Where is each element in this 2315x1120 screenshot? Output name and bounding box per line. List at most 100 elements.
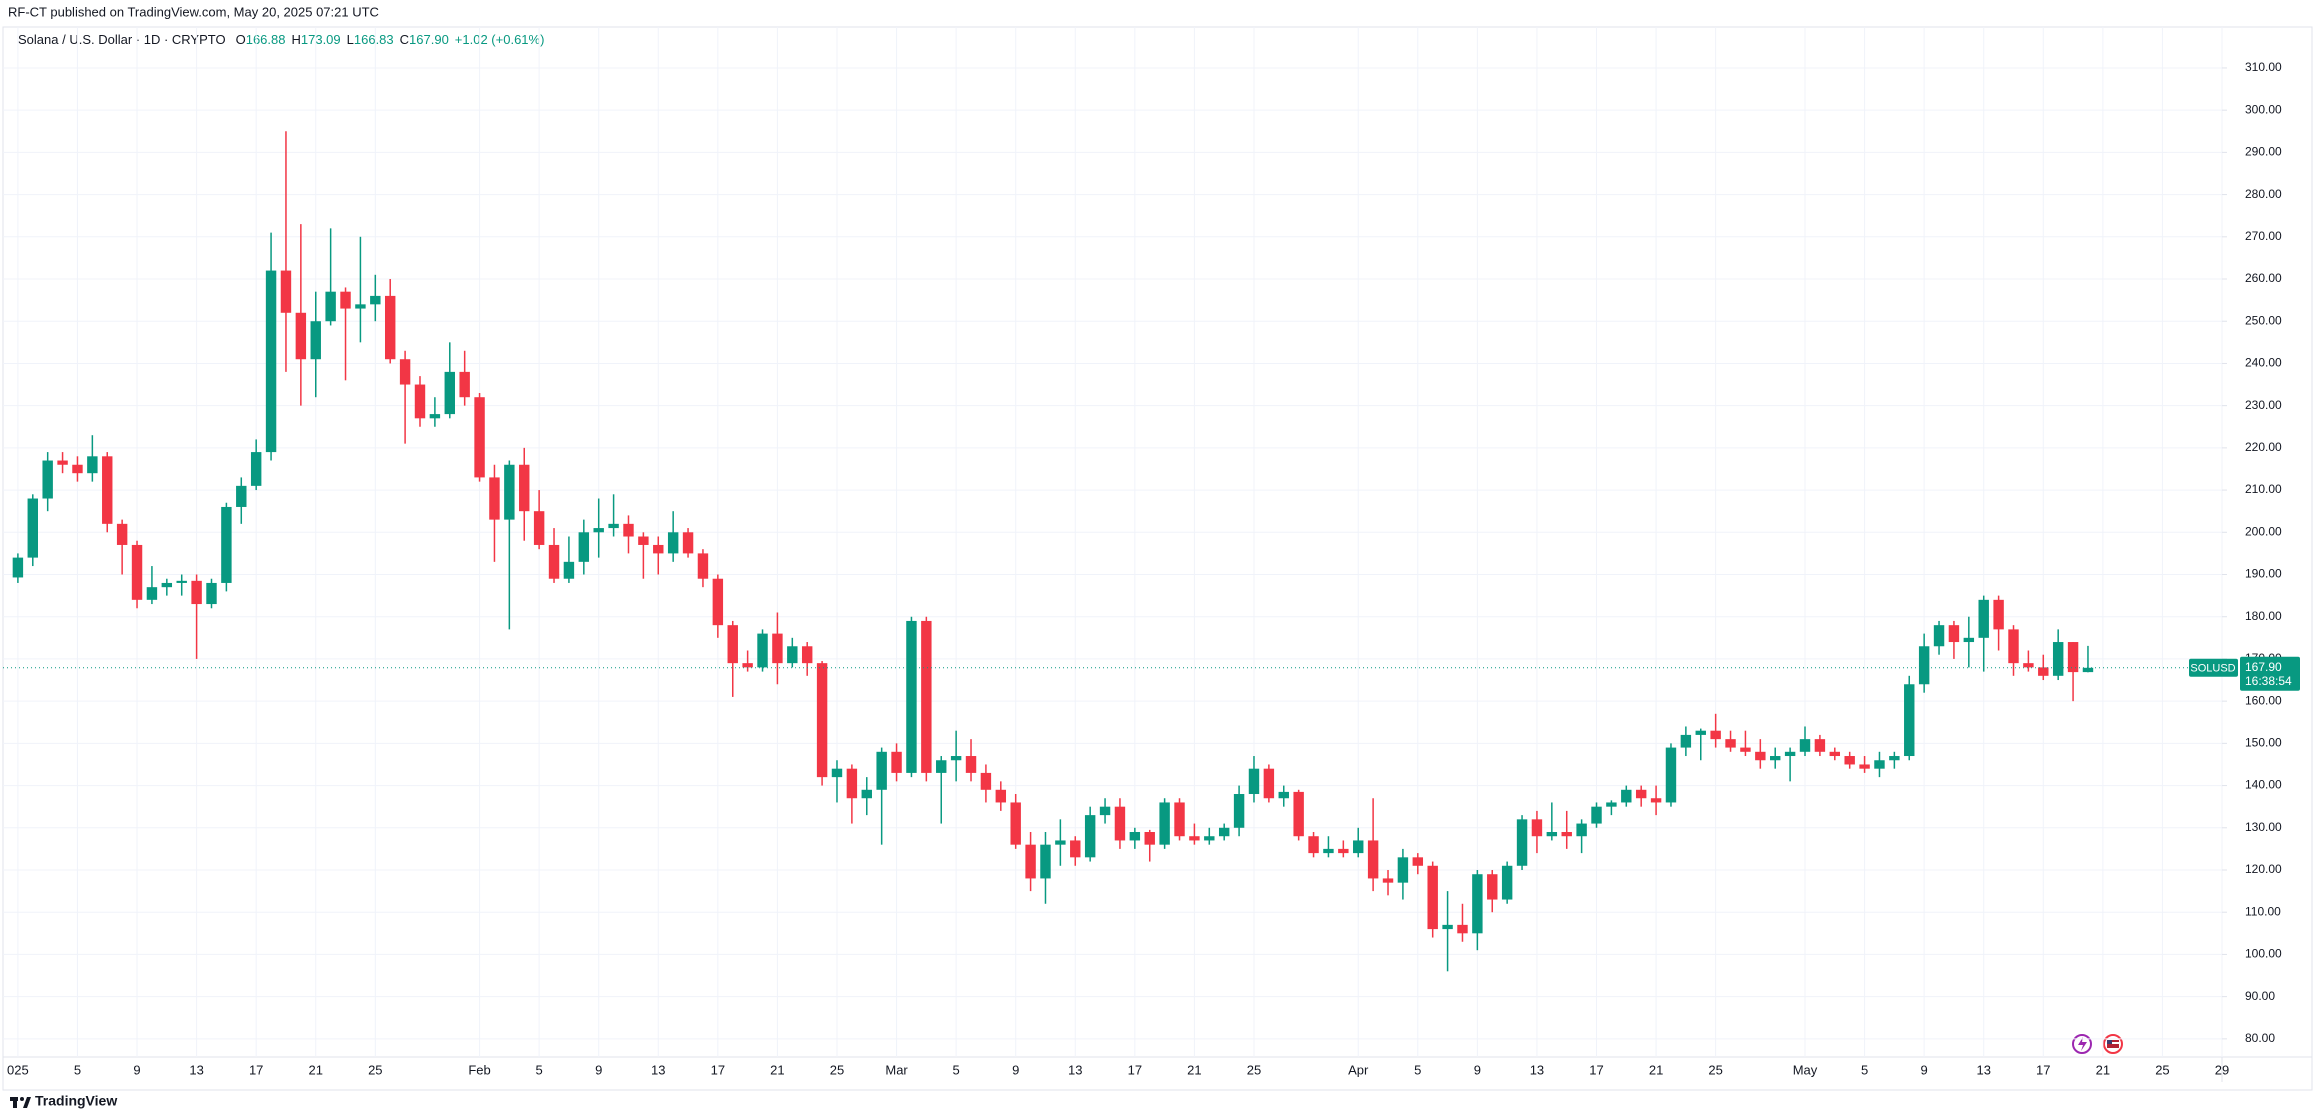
x-tick-label: Feb bbox=[468, 1062, 490, 1077]
candle-body bbox=[42, 460, 53, 499]
candle-body bbox=[1129, 832, 1141, 841]
candle-body bbox=[384, 295, 396, 360]
y-tick-label: 240.00 bbox=[2245, 356, 2282, 370]
logo-part bbox=[13, 1097, 17, 1108]
event-icon-glyph bbox=[2078, 1037, 2087, 1051]
x-tick-label: 5 bbox=[1861, 1062, 1868, 1077]
candle-body bbox=[950, 756, 962, 761]
candle-body bbox=[1829, 751, 1841, 757]
candle-body bbox=[1218, 827, 1230, 837]
candle-body bbox=[1427, 865, 1438, 930]
x-tick-label: 9 bbox=[1474, 1062, 1481, 1077]
candle-body bbox=[1293, 791, 1304, 837]
legend-value: 166.88 bbox=[246, 32, 286, 47]
candle-body bbox=[861, 789, 872, 799]
legend-value: +1.02 (+0.61%) bbox=[455, 32, 545, 47]
candle-body bbox=[116, 523, 128, 545]
candle-body bbox=[1010, 802, 1021, 845]
x-tick-label: 13 bbox=[1530, 1062, 1544, 1077]
candle-body bbox=[221, 506, 232, 583]
x-tick-label: 5 bbox=[1414, 1062, 1421, 1077]
candle-body bbox=[578, 532, 590, 562]
candle-body bbox=[1546, 832, 1558, 837]
x-tick-label: 17 bbox=[1128, 1062, 1142, 1077]
y-tick-label: 90.00 bbox=[2245, 989, 2275, 1003]
candle-body bbox=[1933, 625, 1945, 647]
candles bbox=[12, 131, 2094, 972]
event-icons bbox=[2072, 1034, 2123, 1054]
candle-body bbox=[206, 582, 217, 605]
y-tick-label: 280.00 bbox=[2245, 187, 2282, 201]
candle-body bbox=[548, 544, 560, 579]
candle-body bbox=[1978, 599, 1989, 638]
event-icon-glyph bbox=[2107, 1040, 2112, 1044]
candle-body bbox=[1487, 874, 1498, 900]
candle-body bbox=[1040, 844, 1051, 879]
candle-body bbox=[2023, 663, 2034, 668]
candle-body bbox=[236, 485, 247, 507]
candle-body bbox=[295, 312, 307, 360]
legend-value: 166.83 bbox=[354, 32, 394, 47]
candle-body bbox=[87, 456, 98, 474]
candle-body bbox=[176, 580, 187, 583]
x-tick-label: 5 bbox=[536, 1062, 543, 1077]
x-tick-label: 25 bbox=[368, 1062, 382, 1077]
y-tick-label: 250.00 bbox=[2245, 313, 2282, 327]
candle-body bbox=[921, 620, 932, 773]
candle-body bbox=[1457, 924, 1468, 934]
candle-body bbox=[1144, 832, 1155, 845]
candle-body bbox=[370, 295, 381, 305]
candle-body bbox=[623, 523, 634, 537]
y-tick-label: 120.00 bbox=[2245, 862, 2282, 876]
candle-body bbox=[1323, 848, 1334, 854]
logo-part bbox=[23, 1097, 31, 1108]
y-tick-label: 140.00 bbox=[2245, 778, 2282, 792]
candle-body bbox=[638, 536, 649, 545]
x-tick-label: 13 bbox=[1976, 1062, 1990, 1077]
x-tick-label: 17 bbox=[249, 1062, 263, 1077]
x-tick-label: 25 bbox=[1708, 1062, 1722, 1077]
candle-body bbox=[1308, 836, 1319, 854]
candle-body bbox=[1367, 840, 1379, 879]
candle-body bbox=[1263, 768, 1275, 799]
candle-body bbox=[772, 633, 783, 664]
x-tick-label: 21 bbox=[2096, 1062, 2110, 1077]
y-tick-label: 310.00 bbox=[2245, 60, 2282, 74]
candle-body bbox=[2067, 642, 2079, 673]
candle-body bbox=[831, 768, 843, 778]
candle-body bbox=[146, 587, 158, 600]
candle-body bbox=[2038, 667, 2049, 676]
candle-body bbox=[1635, 789, 1647, 799]
candle-body bbox=[906, 620, 917, 773]
candle-body bbox=[1353, 840, 1364, 854]
x-tick-label: 13 bbox=[189, 1062, 203, 1077]
candle-body bbox=[280, 270, 292, 313]
candle-body bbox=[459, 371, 470, 398]
candle-body bbox=[1799, 739, 1811, 752]
candle-body bbox=[1918, 646, 1930, 685]
candle-body bbox=[563, 561, 575, 579]
candle-body bbox=[1844, 756, 1855, 765]
candle-body bbox=[965, 756, 977, 773]
x-tick-label: 29 bbox=[2215, 1062, 2229, 1077]
y-tick-label: 230.00 bbox=[2245, 398, 2282, 412]
candle-body bbox=[1576, 823, 1587, 837]
y-tick-label: 210.00 bbox=[2245, 482, 2282, 496]
candle-body bbox=[1472, 874, 1483, 934]
candle-body bbox=[846, 768, 858, 799]
y-tick-label: 200.00 bbox=[2245, 524, 2282, 538]
candle-body bbox=[1740, 747, 1751, 752]
candle-body bbox=[1114, 806, 1126, 841]
candle-body bbox=[2082, 667, 2094, 673]
candle-body bbox=[1695, 730, 1706, 735]
candle-body bbox=[727, 625, 738, 664]
candle-body bbox=[891, 751, 902, 773]
candle-body bbox=[1665, 747, 1677, 803]
price-countdown: 16:38:54 bbox=[2245, 674, 2292, 688]
candle-body bbox=[876, 751, 887, 790]
symbol-legend: Solana / U.S. Dollar · 1D · CRYPTO O166.8… bbox=[18, 32, 544, 47]
symbol-tag: SOLUSD bbox=[2190, 663, 2235, 675]
candle-body bbox=[1948, 625, 1960, 643]
candle-body bbox=[1204, 836, 1215, 841]
candle-body bbox=[1889, 756, 1900, 761]
